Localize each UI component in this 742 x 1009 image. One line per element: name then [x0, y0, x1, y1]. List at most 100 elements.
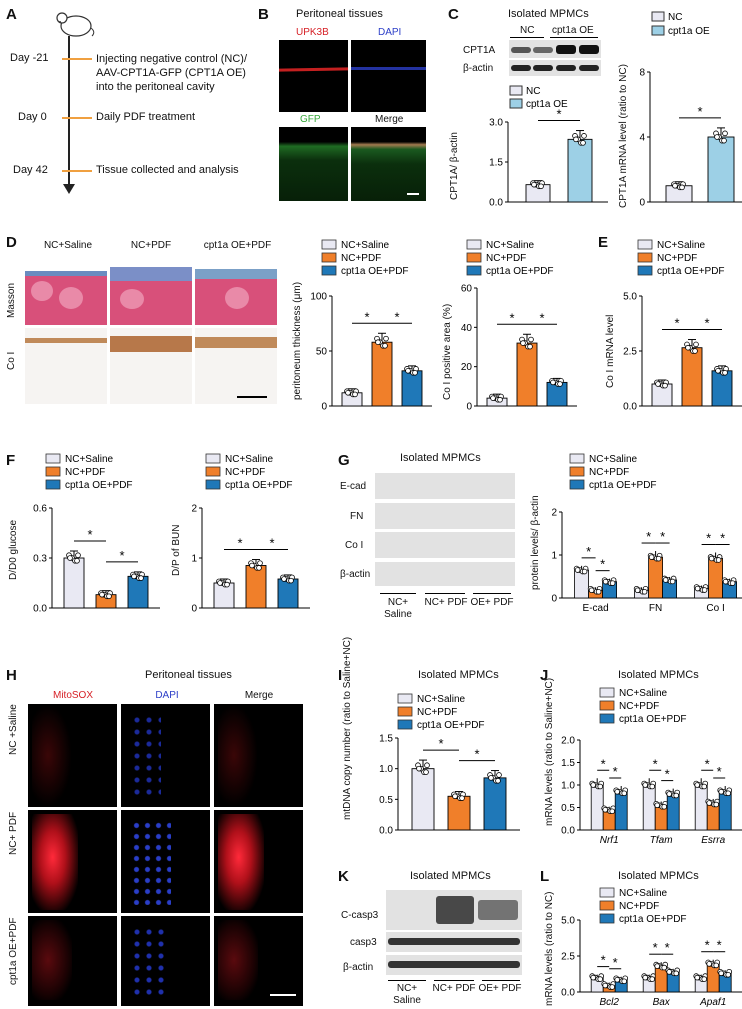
legend-oe: cpt1a OE [526, 99, 568, 110]
timeline-day: Day -21 [10, 52, 49, 64]
c1-ylabel: CPT1A/ β-actin [449, 132, 460, 200]
legend-nc: NC [668, 12, 682, 23]
data-point [661, 803, 667, 810]
panel-label-i: I [338, 667, 343, 684]
data-point [694, 782, 701, 788]
f1-ylabel: D/D0 glucose [8, 519, 19, 580]
legend-swatch [466, 265, 482, 276]
y-tick-label: 1.5 [379, 734, 393, 745]
legend-nc: NC [526, 86, 540, 97]
bar [681, 347, 703, 407]
data-point [648, 554, 655, 560]
data-point [281, 576, 287, 582]
data-point [649, 976, 655, 982]
data-point [713, 962, 720, 969]
timeline-day: Day 0 [18, 111, 47, 123]
data-point [654, 963, 660, 969]
data-point [424, 762, 430, 769]
y-tick-label: 4 [639, 133, 645, 144]
data-point [375, 339, 381, 345]
data-point [106, 593, 112, 600]
data-point [590, 782, 596, 788]
data-point [609, 580, 616, 586]
legend-swatch [397, 693, 413, 704]
panel-label-e: E [598, 234, 609, 251]
y-tick-label: 50 [316, 347, 328, 358]
data-point [655, 555, 662, 562]
data-point [693, 341, 699, 348]
y-tick-label: 1.5 [489, 158, 503, 169]
legend-label: NC+Saline [341, 240, 390, 251]
sig-star: * [87, 527, 92, 542]
y-tick-label: 2 [191, 504, 197, 515]
mitosox-label: MitoSOX [52, 690, 93, 701]
data-point [718, 970, 725, 977]
legend-swatch [45, 453, 61, 464]
legend-label: NC+PDF [619, 701, 659, 712]
blot-label-actin: β-actin [463, 63, 494, 74]
data-point [580, 140, 586, 146]
mitosox-image-1 [28, 704, 117, 807]
y-tick-label: 1 [191, 554, 197, 565]
data-point [490, 395, 496, 401]
data-point [673, 792, 680, 799]
upk3b-image [279, 40, 348, 112]
blot-coi [375, 532, 515, 558]
y-tick-label: 0.5 [561, 803, 575, 814]
bar [401, 370, 423, 407]
sig-star: * [600, 557, 605, 572]
chart-f2: NC+Saline NC+PDF cpt1a OE+PDF 0 1 2 * * [191, 453, 310, 615]
y-tick-label: 40 [461, 323, 473, 334]
chart-l: NC+Saline NC+PDF cpt1a OE+PDF 0.0 2.5 5.0 * * Bc… [561, 887, 742, 1008]
gfp-label: GFP [300, 114, 321, 125]
coi-image-3 [195, 328, 277, 404]
timeline-tick [62, 117, 92, 119]
sig-star: * [674, 316, 679, 331]
legend-label: NC+Saline [619, 688, 668, 699]
timeline-text: Daily PDF treatment [96, 111, 196, 123]
data-point [701, 587, 708, 593]
bar [447, 795, 471, 831]
g-ylabel: protein levels/ β-actin [530, 495, 541, 590]
row-label: NC+ PDF [8, 811, 19, 855]
blot-actin [375, 562, 515, 586]
sig-star: * [237, 536, 242, 551]
blot-casp3 [386, 932, 522, 952]
y-tick-label: 60 [461, 284, 473, 295]
col-label: NC+PDF [130, 240, 172, 251]
sig-star: * [717, 938, 722, 953]
blot-ecad [375, 473, 515, 499]
chart-c1: NC cpt1a OE 0.0 1.5 3.0 * [489, 85, 608, 209]
data-point [713, 801, 720, 808]
panel-b-title: Peritoneal tissues [296, 8, 383, 20]
panel-label-f: F [6, 452, 16, 469]
dapi-image-3 [121, 916, 210, 1006]
merge-image-3 [214, 916, 303, 1006]
y-tick-label: 0 [639, 198, 645, 209]
legend-label: cpt1a OE+PDF [225, 480, 293, 491]
data-point [685, 344, 691, 351]
lane-group: OE+ PDF [470, 597, 514, 608]
row-label-coi: Co I [6, 351, 17, 370]
panel-label-l: L [540, 868, 550, 885]
chart-e: NC+Saline NC+PDF cpt1a OE+PDF 0.0 2.5 5.0 * * [623, 239, 742, 413]
data-point [721, 137, 727, 144]
data-point [708, 555, 715, 562]
sig-star: * [119, 548, 124, 563]
data-point [423, 769, 429, 775]
legend-oe: cpt1a OE [668, 26, 710, 37]
gfp-image [279, 127, 348, 201]
data-point [694, 585, 701, 592]
dapi-label: DAPI [378, 27, 402, 38]
chart-c2: NC cpt1a OE 0 4 8 * [639, 11, 742, 209]
panel-label-b: B [258, 6, 269, 23]
blot-label: C-casp3 [341, 910, 379, 921]
data-point [722, 130, 728, 137]
dapi-image [351, 40, 426, 112]
data-point [382, 342, 388, 349]
legend-swatch [466, 239, 482, 250]
blot-label: casp3 [350, 937, 377, 948]
scale-bar [270, 994, 296, 996]
legend-label: NC+PDF [65, 467, 105, 478]
data-point [602, 806, 608, 813]
